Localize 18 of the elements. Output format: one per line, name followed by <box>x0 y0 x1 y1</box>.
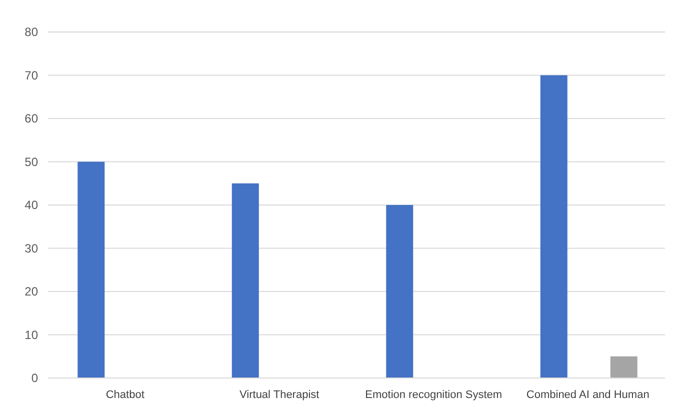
y-tick-label: 10 <box>24 328 38 342</box>
y-tick-label: 40 <box>24 198 38 212</box>
y-tick-label: 0 <box>31 371 38 386</box>
y-tick-label: 20 <box>24 284 38 299</box>
bar <box>78 162 105 378</box>
x-tick-label: Chatbot <box>106 389 144 401</box>
x-tick-label: Virtual Therapist <box>240 389 320 401</box>
bar <box>386 205 414 378</box>
bar <box>540 75 568 378</box>
bar <box>610 356 638 378</box>
x-tick-label: Emotion recognition System <box>365 389 502 401</box>
y-tick-label: 60 <box>24 112 38 126</box>
y-tick-label: 80 <box>24 25 38 40</box>
bar <box>232 183 259 378</box>
y-tick-label: 50 <box>24 154 38 169</box>
y-tick-label: 30 <box>24 241 38 256</box>
x-tick-label: Combined AI and Human <box>526 389 650 401</box>
y-tick-label: 70 <box>24 68 38 82</box>
